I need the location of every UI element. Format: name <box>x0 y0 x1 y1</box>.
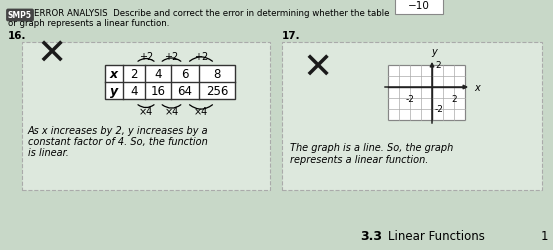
Bar <box>388 66 465 120</box>
FancyBboxPatch shape <box>282 43 542 190</box>
Text: 2: 2 <box>451 94 457 104</box>
Text: or graph represents a linear function.: or graph represents a linear function. <box>8 18 169 28</box>
Text: +2: +2 <box>164 52 179 62</box>
Text: 16: 16 <box>150 85 165 98</box>
Text: 6: 6 <box>181 68 189 81</box>
Text: 4: 4 <box>154 68 161 81</box>
Text: Linear Functions: Linear Functions <box>388 230 485 242</box>
Text: 3.3: 3.3 <box>360 230 382 242</box>
Text: 2: 2 <box>131 68 138 81</box>
Text: As x increases by 2, y increases by a: As x increases by 2, y increases by a <box>28 126 208 136</box>
FancyBboxPatch shape <box>395 0 443 15</box>
Bar <box>105 66 235 100</box>
FancyBboxPatch shape <box>22 43 270 190</box>
Text: 2: 2 <box>435 61 441 70</box>
Text: 17.: 17. <box>282 31 301 41</box>
Text: ×4: ×4 <box>194 106 208 117</box>
Text: ✕: ✕ <box>303 52 333 86</box>
Text: 1: 1 <box>540 230 548 242</box>
Text: y: y <box>110 85 118 98</box>
Text: ×4: ×4 <box>164 106 179 117</box>
Text: x: x <box>110 68 118 81</box>
Text: x: x <box>474 83 480 93</box>
Text: 256: 256 <box>206 85 228 98</box>
Text: is linear.: is linear. <box>28 148 69 157</box>
Text: +2: +2 <box>139 52 153 62</box>
Text: 4: 4 <box>131 85 138 98</box>
Text: constant factor of 4. So, the function: constant factor of 4. So, the function <box>28 136 208 146</box>
Text: SMP5: SMP5 <box>8 12 32 20</box>
Text: -2: -2 <box>405 94 414 104</box>
Text: The graph is a line. So, the graph: The graph is a line. So, the graph <box>290 142 453 152</box>
Text: 8: 8 <box>213 68 221 81</box>
Text: ERROR ANALYSIS  Describe and correct the error in determining whether the table: ERROR ANALYSIS Describe and correct the … <box>34 10 389 18</box>
Text: −10: −10 <box>408 1 430 11</box>
Text: +2: +2 <box>194 52 208 62</box>
Text: represents a linear function.: represents a linear function. <box>290 154 429 164</box>
Text: ×4: ×4 <box>139 106 153 117</box>
Text: -2: -2 <box>435 105 444 114</box>
Text: 16.: 16. <box>8 31 27 41</box>
Text: ✕: ✕ <box>37 38 67 72</box>
Text: y: y <box>431 47 437 57</box>
Text: 64: 64 <box>178 85 192 98</box>
